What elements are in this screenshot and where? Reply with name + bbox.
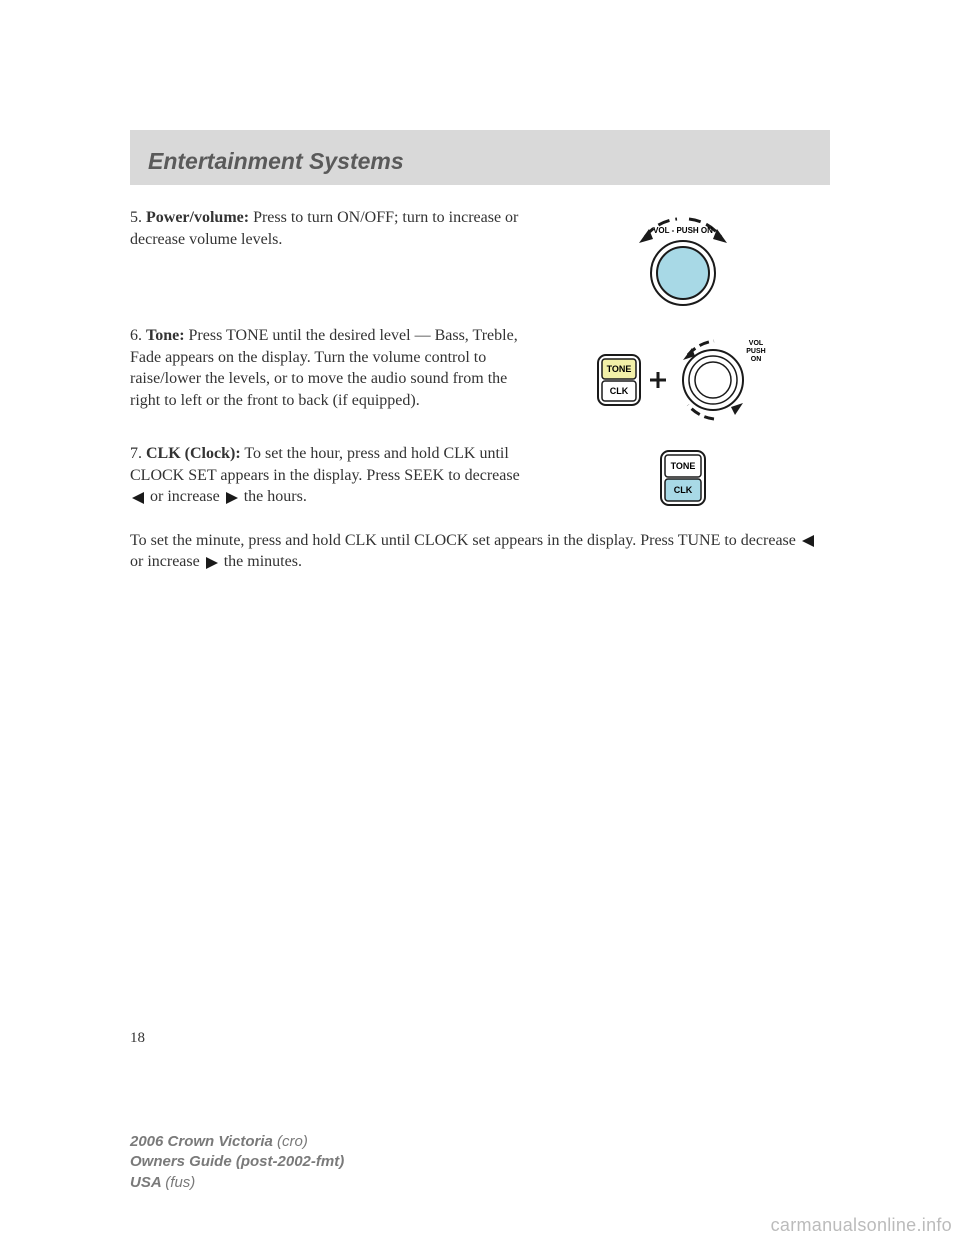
clk-label-2: CLK bbox=[674, 485, 693, 495]
item-5-text: 5. Power/volume: Press to turn ON/OFF; t… bbox=[130, 207, 522, 250]
item-6-text: 6. Tone: Press TONE until the desired le… bbox=[130, 325, 522, 411]
section-title: Entertainment Systems bbox=[148, 148, 812, 175]
tone-label-2: TONE bbox=[671, 461, 696, 471]
item-5-row: 5. Power/volume: Press to turn ON/OFF; t… bbox=[130, 207, 830, 317]
item-7-body-3: the hours. bbox=[240, 488, 307, 505]
knob-face bbox=[657, 247, 709, 299]
tail-paragraph: To set the minute, press and hold CLK un… bbox=[130, 530, 830, 573]
tail-1: To set the minute, press and hold CLK un… bbox=[130, 532, 800, 549]
footer-region: USA bbox=[130, 1174, 165, 1191]
footer-model: 2006 Crown Victoria bbox=[130, 1133, 277, 1150]
item-7-label: CLK (Clock): bbox=[146, 445, 241, 462]
vol-push-on-label: VOL - PUSH ON bbox=[653, 226, 713, 235]
item-7-row: 7. CLK (Clock): To set the hour, press a… bbox=[130, 443, 830, 522]
footer: 2006 Crown Victoria (cro) Owners Guide (… bbox=[130, 1132, 344, 1193]
watermark: carmanualsonline.info bbox=[771, 1215, 952, 1236]
item-6-label: Tone: bbox=[146, 327, 185, 344]
item-5-label: Power/volume: bbox=[146, 209, 249, 226]
tail-2: or increase bbox=[130, 553, 204, 570]
power-volume-figure: VOL - PUSH ON bbox=[613, 207, 753, 317]
section-header: Entertainment Systems bbox=[130, 130, 830, 185]
footer-code1: (cro) bbox=[277, 1133, 308, 1150]
knob-group: VOL PUSH ON bbox=[683, 340, 766, 419]
tail-3: the minutes. bbox=[220, 553, 302, 570]
tone-figure: TONE CLK VOL PUSH ON bbox=[588, 325, 778, 435]
footer-code2: (fus) bbox=[165, 1174, 195, 1191]
clk-label: CLK bbox=[610, 386, 629, 396]
item-6-num: 6. bbox=[130, 327, 146, 344]
footer-guide: Owners Guide (post-2002-fmt) bbox=[130, 1153, 344, 1170]
item-6-row: 6. Tone: Press TONE until the desired le… bbox=[130, 325, 830, 435]
vol-label-1: VOL bbox=[749, 340, 764, 347]
page-number: 18 bbox=[130, 1030, 145, 1047]
left-arrow-icon bbox=[130, 492, 146, 504]
item-7-body-2: or increase bbox=[146, 488, 224, 505]
item-7-text: 7. CLK (Clock): To set the hour, press a… bbox=[130, 443, 522, 508]
item-6-body: Press TONE until the desired level — Bas… bbox=[130, 327, 518, 409]
vol-label-3: ON bbox=[751, 356, 762, 363]
tone-label: TONE bbox=[607, 364, 632, 374]
left-arrow-icon bbox=[800, 535, 816, 547]
item-5-num: 5. bbox=[130, 209, 146, 226]
clk-figure: TONE CLK bbox=[653, 443, 713, 513]
item-7-num: 7. bbox=[130, 445, 146, 462]
right-arrow-icon bbox=[224, 492, 240, 504]
vol-label-2: PUSH bbox=[746, 348, 765, 355]
right-arrow-icon bbox=[204, 557, 220, 569]
